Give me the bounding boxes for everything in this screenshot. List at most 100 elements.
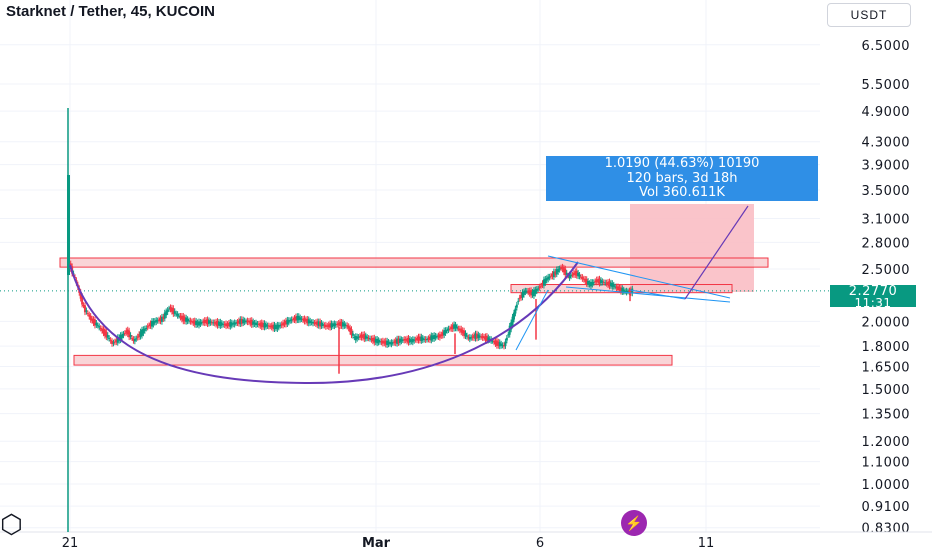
candle-body (119, 335, 122, 341)
y-tick-label: 1.1000 (862, 456, 911, 471)
candle-body (521, 292, 524, 298)
candle-body (330, 323, 333, 328)
candle-body (205, 319, 208, 324)
candle-body (225, 323, 228, 327)
candle-body (148, 325, 151, 327)
candle-body (323, 325, 326, 327)
candle-body (212, 322, 215, 324)
candle-body (473, 335, 476, 339)
candle-body (320, 322, 323, 327)
candle-body (289, 320, 292, 322)
candle-body (497, 341, 500, 346)
candle-body (150, 320, 153, 327)
candle-body (182, 315, 185, 322)
candle-body (495, 340, 498, 346)
candle-body (617, 286, 620, 290)
candle-body (510, 322, 513, 330)
candle-body (504, 341, 507, 347)
candle-body (300, 318, 303, 320)
candle-body (85, 310, 88, 312)
candle-body (242, 319, 245, 324)
candle-body (572, 272, 575, 275)
measure-volume: Vol 360.611K (639, 185, 725, 200)
candle-body (379, 341, 382, 343)
candle-body (597, 279, 600, 283)
candle-body (183, 317, 186, 322)
candle-body (397, 338, 400, 344)
currency-button[interactable]: USDT (827, 3, 911, 27)
candle-body (296, 315, 299, 321)
candle-body (213, 322, 216, 324)
candle-body (344, 325, 347, 327)
candle-body (380, 341, 383, 343)
candle-body (578, 274, 581, 277)
candle-body (196, 322, 199, 325)
candle-body (394, 340, 397, 344)
candle-body (544, 278, 547, 284)
candle-body (584, 278, 587, 282)
lightning-bolt-icon[interactable]: ⚡ (621, 510, 647, 536)
candle-body (314, 322, 317, 325)
y-tick-label: 2.0000 (862, 315, 911, 330)
candle-body (491, 340, 494, 342)
candle-body (364, 335, 367, 339)
y-tick-label: 6.5000 (862, 39, 911, 54)
candle-body (230, 322, 233, 326)
candle-body (424, 338, 427, 341)
candle-body (418, 336, 421, 341)
candle-body (579, 276, 582, 278)
candle-body (280, 324, 283, 326)
y-tick-label: 0.8300 (862, 522, 911, 537)
candle-body (175, 313, 178, 315)
candle-body (264, 324, 267, 327)
candle-body (163, 312, 166, 319)
candle-body (410, 339, 413, 342)
candle-body (403, 338, 406, 341)
candle-body (550, 275, 553, 277)
x-tick-label: 21 (62, 536, 79, 550)
candle-body (252, 321, 255, 325)
candle-body (186, 319, 189, 322)
candle-body (433, 335, 436, 340)
candle-body (89, 315, 92, 320)
candle-body (525, 290, 528, 292)
projection-start-line (629, 289, 686, 300)
candle-body (451, 325, 454, 330)
candle-body (197, 321, 200, 326)
candle-body (558, 268, 561, 270)
candle-body (166, 309, 169, 313)
candle-body (115, 339, 118, 343)
candle-body (581, 276, 584, 280)
y-tick-label: 2.8000 (862, 236, 911, 251)
candle-body (129, 335, 132, 337)
candle-body (460, 328, 463, 333)
candle-body (483, 336, 486, 339)
candle-body (240, 319, 243, 324)
candle-body (547, 276, 550, 280)
candle-body (284, 320, 287, 325)
candle-body (503, 345, 506, 347)
candle-body (331, 323, 334, 327)
tradingview-logo-icon[interactable]: ⬡ (0, 510, 23, 540)
candle-body (172, 308, 175, 315)
candle-body (158, 319, 161, 321)
candle-body (329, 323, 332, 328)
candle-body (514, 308, 517, 314)
candle-body (313, 322, 316, 324)
candle-body (531, 291, 534, 295)
candle-body (384, 340, 387, 345)
candle-body (440, 334, 443, 337)
candle-body (153, 320, 156, 323)
candle-body (614, 286, 617, 288)
candle-body (149, 323, 152, 327)
candle-body (481, 335, 484, 339)
measure-target-zone (630, 204, 754, 292)
candle-body (349, 327, 352, 332)
candle-body (381, 340, 384, 344)
candle-body (109, 339, 112, 341)
candle-body (585, 279, 588, 285)
candle-body (159, 318, 162, 322)
candle-body (618, 287, 621, 291)
candle-body (143, 328, 146, 331)
